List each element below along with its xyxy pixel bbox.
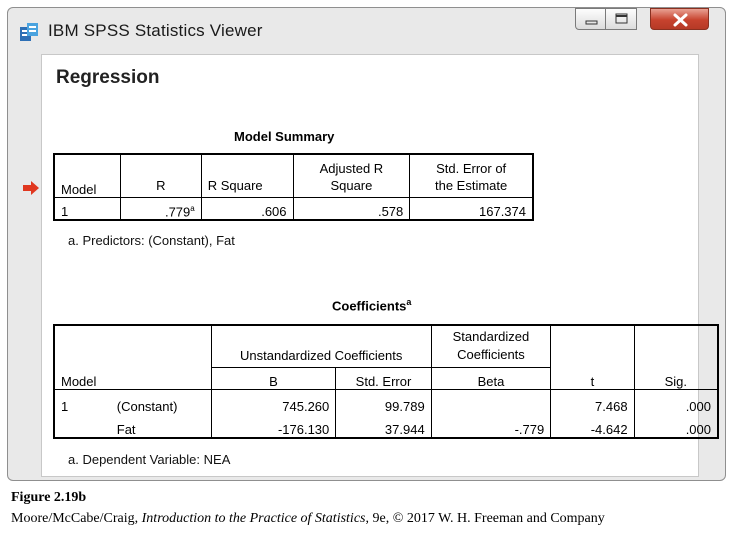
header-b: B (210, 367, 337, 390)
spss-app-icon (20, 23, 38, 41)
spss-viewer-window: IBM SPSS Statistics Viewer Regression Mo… (7, 7, 726, 481)
coefficients-table[interactable]: Model Unstandardized Coefficients Standa… (53, 324, 719, 439)
header-model: Model (54, 154, 121, 198)
close-icon (673, 13, 688, 27)
cell-b[interactable]: -176.130 (210, 413, 337, 438)
header-std-error-estimate: Std. Error of the Estimate (409, 154, 533, 198)
cell-std-error-estimate[interactable]: 167.374 (409, 197, 533, 220)
table-row[interactable]: 1 .779a .606 .578 167.374 (54, 197, 533, 220)
figure-credit: Moore/McCabe/Craig, Introduction to the … (11, 511, 605, 526)
coefficients-title: Coefficientsa (332, 297, 412, 314)
cell-beta[interactable]: -.779 (430, 413, 552, 438)
header-adj-r-square: Adjusted R Square (292, 154, 411, 198)
close-button[interactable] (650, 8, 709, 30)
cell-model: 1 (53, 389, 111, 414)
minimize-button[interactable] (575, 8, 606, 30)
header-unstandardized: Unstandardized Coefficients (210, 325, 432, 368)
cell-b[interactable]: 745.260 (210, 389, 337, 414)
header-standardized: Standardized Coefficients (430, 325, 552, 368)
output-heading: Regression (56, 67, 160, 88)
cell-std-error[interactable]: 37.944 (335, 413, 432, 438)
model-summary-title: Model Summary (234, 129, 335, 144)
cell-beta[interactable] (430, 389, 552, 414)
title-bar[interactable]: IBM SPSS Statistics Viewer (8, 8, 725, 48)
table-row[interactable]: Fat -176.130 37.944 -.779 -4.642 .000 (53, 413, 719, 438)
active-output-arrow-icon (23, 181, 39, 195)
minimize-icon (585, 20, 598, 25)
cell-r[interactable]: .779a (119, 197, 202, 220)
output-pane[interactable]: Regression Model Summary Model R R Squar… (41, 54, 719, 477)
cell-model (53, 413, 111, 438)
window-title: IBM SPSS Statistics Viewer (48, 21, 263, 40)
cell-sig[interactable]: .000 (633, 389, 719, 414)
cell-r-square[interactable]: .606 (200, 197, 294, 220)
cell-sig[interactable]: .000 (633, 413, 719, 438)
coefficients-footnote: a. Dependent Variable: NEA (68, 452, 231, 467)
header-beta: Beta (430, 367, 552, 390)
header-std-error: Std. Error (335, 367, 432, 390)
cell-term: (Constant) (110, 389, 212, 414)
figure-label: Figure 2.19b (11, 490, 87, 505)
cell-t[interactable]: 7.468 (550, 389, 635, 414)
cell-std-error[interactable]: 99.789 (335, 389, 432, 414)
model-summary-table[interactable]: Model R R Square Adjusted R Square Std. … (53, 153, 534, 221)
cell-t[interactable]: -4.642 (550, 413, 635, 438)
maximize-icon (615, 13, 628, 24)
header-r-square: R Square (200, 154, 294, 198)
header-sig: Sig. (633, 325, 719, 390)
header-t: t (550, 325, 635, 390)
model-summary-footnote: a. Predictors: (Constant), Fat (68, 233, 235, 248)
header-r: R (119, 154, 202, 198)
table-row[interactable]: 1 (Constant) 745.260 99.789 7.468 .000 (53, 389, 719, 414)
cell-adj-r-square[interactable]: .578 (292, 197, 411, 220)
cell-term: Fat (110, 413, 212, 438)
cell-model: 1 (54, 197, 121, 220)
maximize-button[interactable] (606, 8, 637, 30)
header-model-coef: Model (54, 325, 212, 390)
